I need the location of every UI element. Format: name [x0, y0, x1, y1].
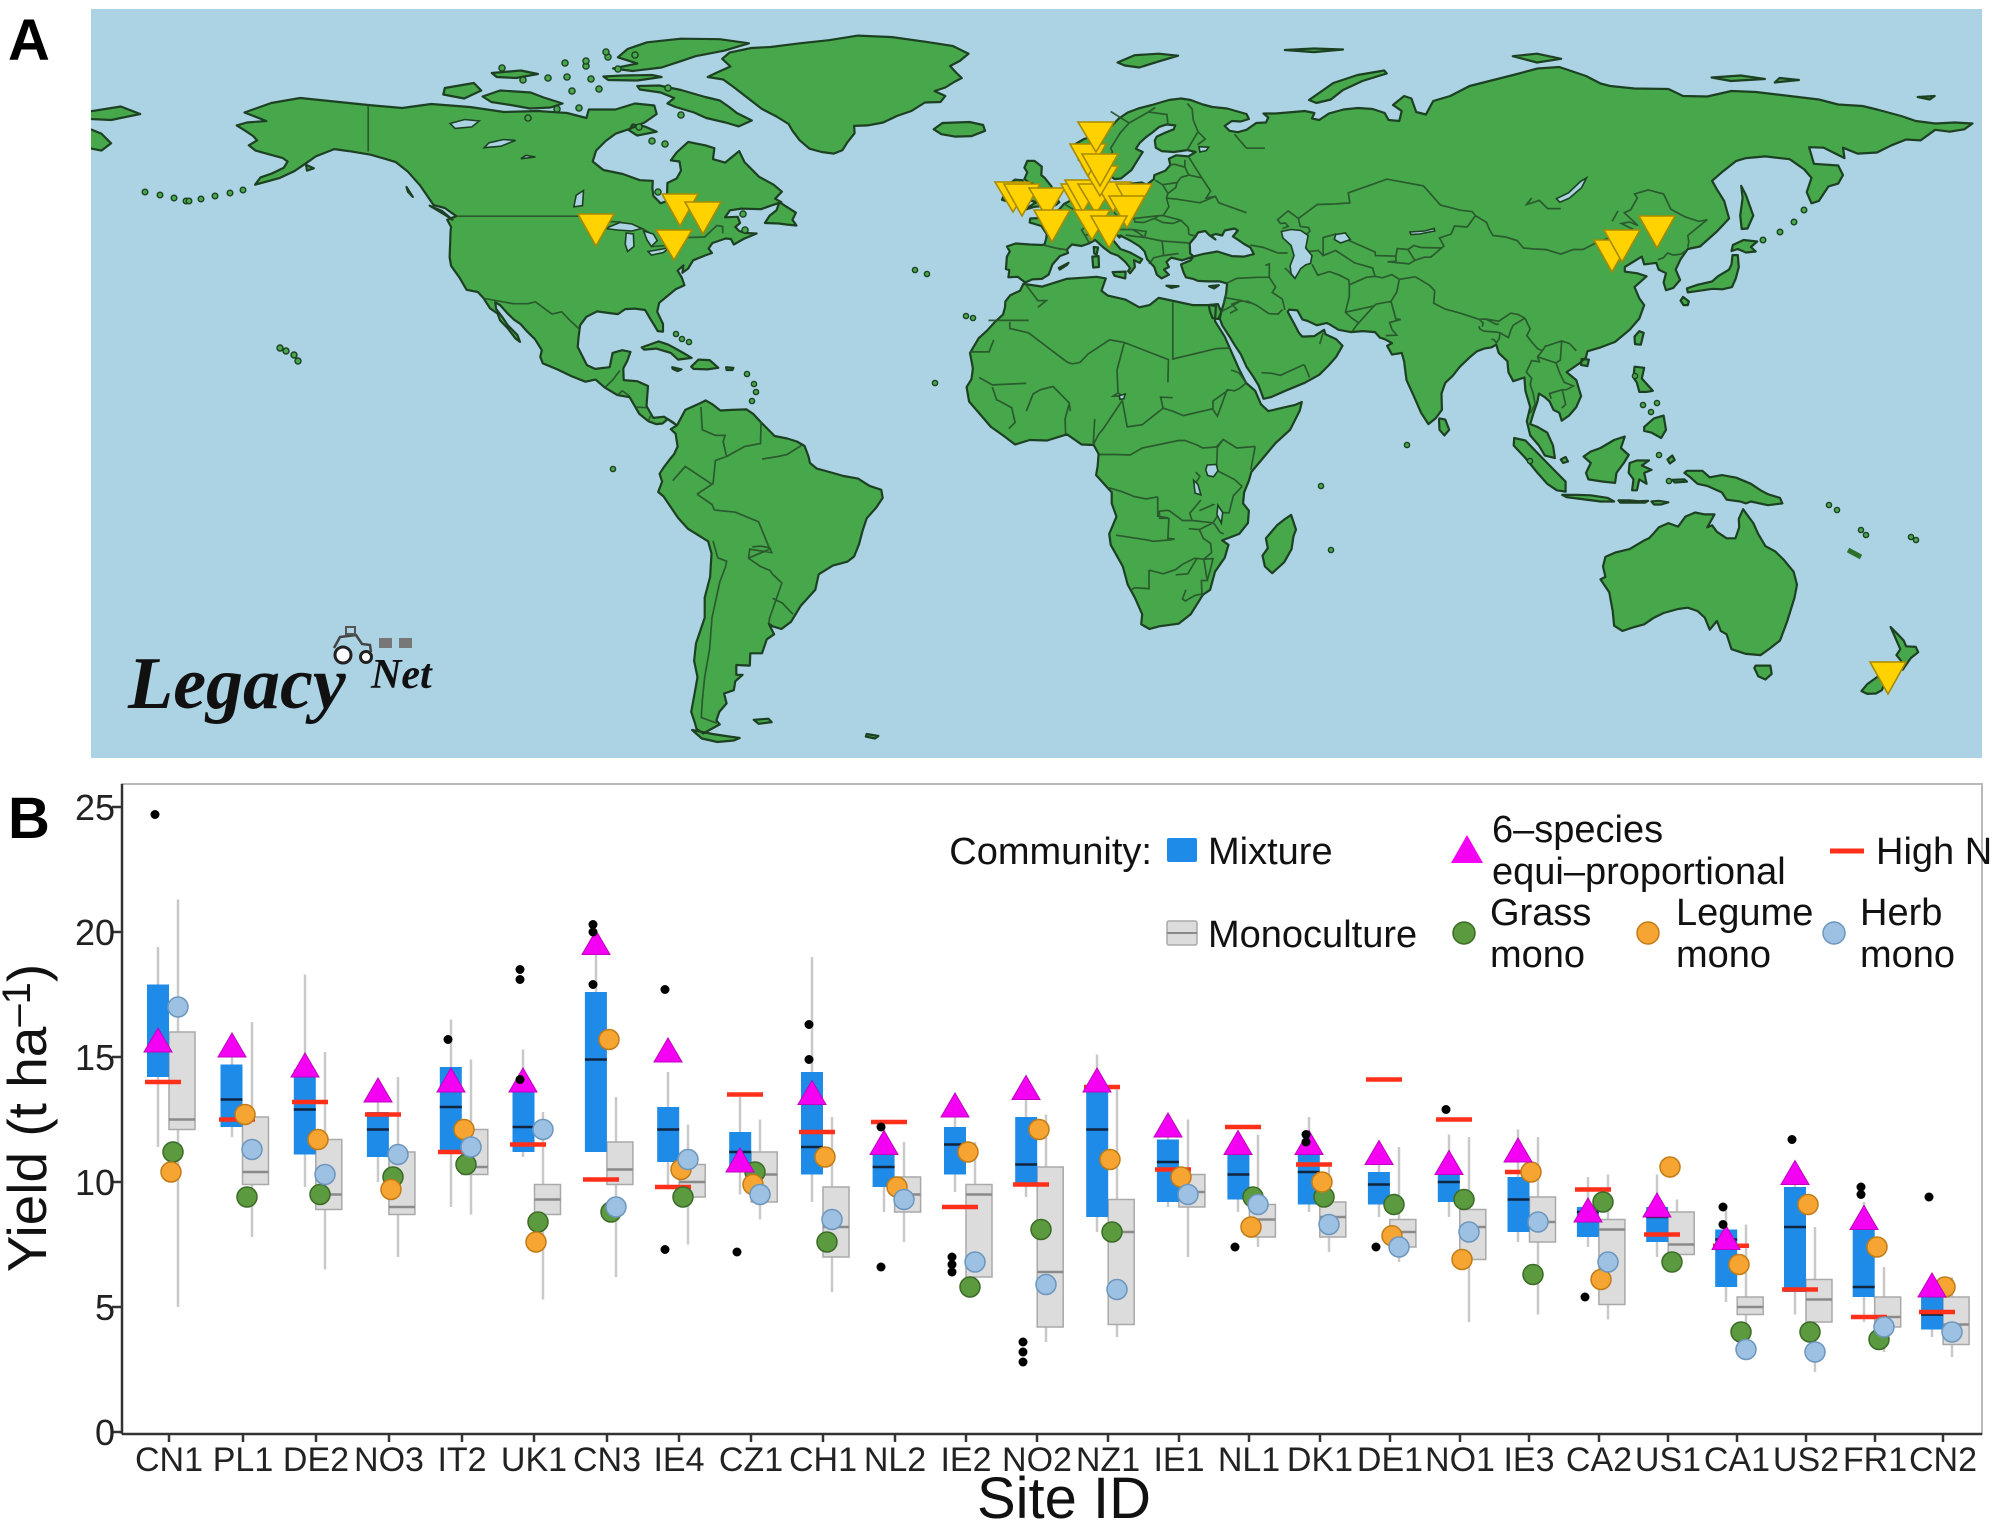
svg-text:Net: Net — [370, 652, 433, 698]
svg-text:Grass: Grass — [1490, 892, 1591, 934]
svg-text:CA1: CA1 — [1704, 1441, 1770, 1479]
svg-text:US2: US2 — [1773, 1441, 1839, 1479]
svg-text:Legume: Legume — [1676, 892, 1813, 934]
svg-text:US1: US1 — [1635, 1441, 1701, 1479]
svg-text:CA2: CA2 — [1566, 1441, 1632, 1479]
svg-text:FR1: FR1 — [1843, 1441, 1907, 1479]
svg-text:20: 20 — [75, 912, 115, 953]
svg-text:6–species: 6–species — [1492, 809, 1663, 851]
svg-text:25: 25 — [75, 787, 115, 828]
svg-text:IE1: IE1 — [1153, 1441, 1204, 1479]
svg-text:NO2: NO2 — [1002, 1441, 1072, 1479]
svg-text:mono: mono — [1676, 934, 1771, 976]
svg-text:CN3: CN3 — [573, 1441, 641, 1479]
svg-text:NO3: NO3 — [354, 1441, 424, 1479]
svg-text:CH1: CH1 — [789, 1441, 857, 1479]
svg-text:B: B — [8, 786, 50, 851]
svg-text:15: 15 — [75, 1037, 115, 1078]
svg-text:DE2: DE2 — [283, 1441, 349, 1479]
svg-text:NZ1: NZ1 — [1076, 1441, 1140, 1479]
svg-text:Yield (t ha–1): Yield (t ha–1) — [0, 964, 58, 1272]
svg-text:Monoculture: Monoculture — [1208, 914, 1417, 956]
svg-text:IE2: IE2 — [940, 1441, 991, 1479]
svg-text:NO1: NO1 — [1425, 1441, 1495, 1479]
svg-text:NL2: NL2 — [864, 1441, 926, 1479]
svg-text:DK1: DK1 — [1287, 1441, 1353, 1479]
svg-text:Mixture: Mixture — [1208, 831, 1333, 873]
svg-text:IE4: IE4 — [653, 1441, 704, 1479]
svg-text:CN1: CN1 — [135, 1441, 203, 1479]
svg-text:mono: mono — [1490, 934, 1585, 976]
svg-text:Community:: Community: — [949, 831, 1152, 873]
svg-text:High N: High N — [1876, 831, 1992, 873]
svg-text:A: A — [8, 8, 50, 73]
svg-text:IE3: IE3 — [1503, 1441, 1554, 1479]
svg-text:equi–proportional: equi–proportional — [1492, 851, 1786, 893]
svg-text:Site ID: Site ID — [977, 1466, 1151, 1531]
svg-text:PL1: PL1 — [213, 1441, 274, 1479]
svg-text:Herb: Herb — [1860, 892, 1942, 934]
svg-text:UK1: UK1 — [501, 1441, 567, 1479]
svg-text:0: 0 — [95, 1412, 115, 1453]
svg-text:mono: mono — [1860, 934, 1955, 976]
svg-text:10: 10 — [75, 1162, 115, 1203]
svg-text:IT2: IT2 — [437, 1441, 486, 1479]
svg-text:5: 5 — [95, 1287, 115, 1328]
svg-text:DE1: DE1 — [1357, 1441, 1423, 1479]
svg-text:CN2: CN2 — [1909, 1441, 1977, 1479]
svg-text:CZ1: CZ1 — [719, 1441, 783, 1479]
svg-text:Legacy: Legacy — [127, 643, 347, 725]
svg-text:NL1: NL1 — [1218, 1441, 1280, 1479]
